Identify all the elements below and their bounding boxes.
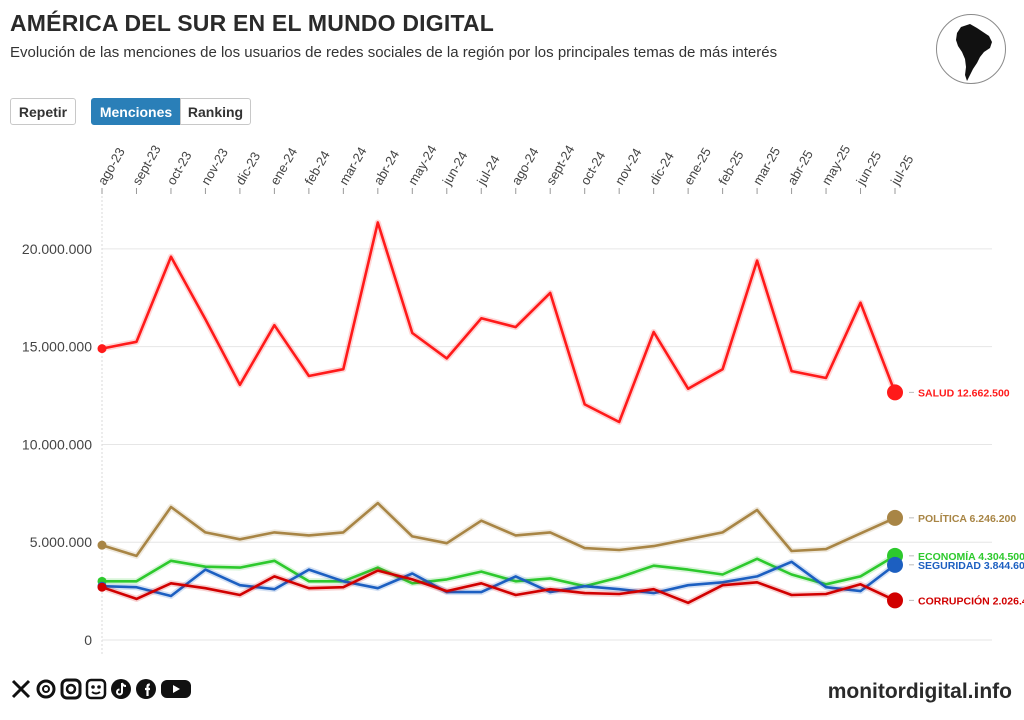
series-start-point [97,540,107,550]
series-end-label: ECONOMÍA 4.304.500 [918,550,1024,563]
x-tick-label: jun-24 [439,149,471,189]
series-start-point [97,344,107,354]
x-tick-label: may-25 [819,142,854,187]
chart-title: AMÉRICA DEL SUR EN EL MUNDO DIGITAL [10,10,495,36]
chart-subtitle: Evolución de las menciones de los usuari… [10,44,778,61]
series-end-point [887,556,903,573]
series-end-point [887,509,903,526]
mentions-tab[interactable]: Menciones [91,98,181,125]
x-tick-label: feb-24 [301,148,332,187]
series-line [100,221,897,424]
series-end-label: CORRUPCIÓN 2.026.400 [918,594,1024,607]
x-tick-label: sept-23 [129,142,164,187]
y-tick-label: 5.000.000 [30,534,92,550]
x-tick-label: jul-25 [887,152,916,188]
series-glow [101,500,897,559]
series-line [100,560,897,598]
x-tick-label: nov-24 [612,146,645,188]
repeat-button[interactable]: Repetir [10,98,76,125]
x-tick-label: abr-24 [370,147,402,187]
series-line [100,554,897,588]
series-start-point [97,582,107,592]
x-tick-label: ago-23 [95,145,128,188]
x-tick-label: oct-23 [164,149,195,188]
facebook-icon[interactable] [135,678,157,700]
series-end-point [887,384,903,401]
x-tick-label: jun-25 [853,149,885,189]
x-tick-label: jul-24 [473,152,502,188]
line-chart: 0 5.000.000 10.000.000 15.000.000 20.000.000… [22,142,1024,654]
y-tick-label: 15.000.000 [22,339,92,355]
ranking-tab[interactable]: Ranking [180,98,251,125]
y-tick-label: 20.000.000 [22,241,92,257]
x-tick-label: mar-24 [336,144,370,187]
brand-name[interactable]: monitordigital.info [827,680,1012,703]
x-tick-label: mar-25 [750,144,784,187]
x-tick-label: feb-25 [715,148,746,187]
y-tick-label: 10.000.000 [22,436,92,452]
south-america-map-icon [936,14,1006,84]
x-tick-label: sept-24 [543,142,578,187]
series-line [100,569,897,605]
x-tick-label: abr-25 [784,147,816,187]
x-tick-label: oct-24 [577,149,608,188]
series-end-label: SALUD 12.662.500 [918,387,1010,399]
series-line [100,501,897,558]
tiktok-icon[interactable] [110,678,132,700]
x-tick-label: may-24 [405,142,440,187]
youtube-icon[interactable] [160,678,192,700]
instagram-icon[interactable] [60,678,82,700]
x-tick-label: ene-24 [267,145,300,188]
x-tick-label: ago-24 [508,145,541,188]
series-end-point [887,592,903,609]
y-tick-label: 0 [84,632,92,648]
linkedin-icon[interactable] [85,678,107,700]
x-tick-label: ene-25 [681,145,714,188]
x-tick-label: dic-23 [233,149,264,187]
x-tick-label: nov-23 [198,146,231,188]
threads-icon[interactable] [35,678,57,700]
social-icons [10,678,192,700]
x-icon[interactable] [10,678,32,700]
x-tick-label: dic-24 [646,149,677,187]
series-end-label: POLÍTICA 6.246.200 [918,512,1016,525]
series-end-label: SEGURIDAD 3.844.600 [918,560,1024,572]
